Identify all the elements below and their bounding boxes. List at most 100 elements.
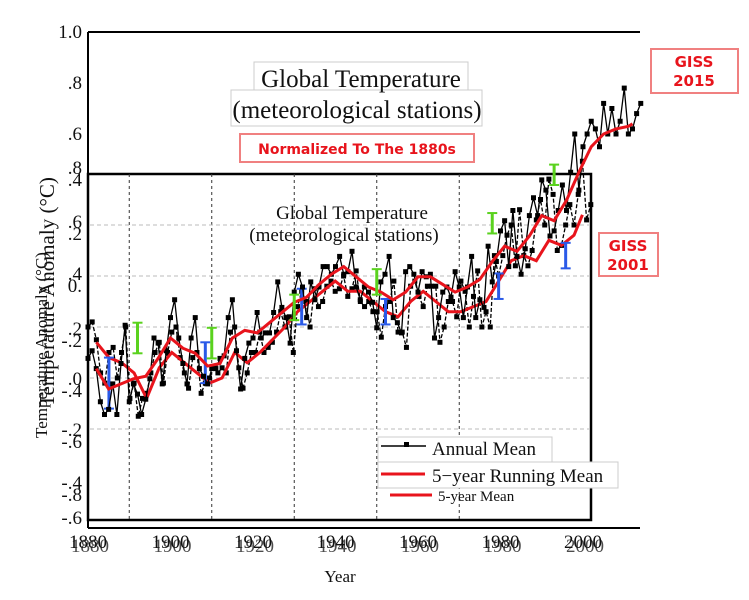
giss2001-annual-point xyxy=(445,299,451,304)
giss2001-annual-point xyxy=(575,191,581,197)
giss2015-annual-point xyxy=(246,340,252,346)
giss2001-annual-point xyxy=(114,375,120,381)
giss2001-annual-point xyxy=(119,350,125,355)
giss2001-annual-point xyxy=(152,350,158,355)
giss2015-annual-point xyxy=(168,315,173,321)
giss2015-annual-point xyxy=(118,361,124,366)
giss2015-annual-point xyxy=(300,284,305,290)
x-tick-label: 1880 xyxy=(69,532,107,553)
giss2001-annual-point xyxy=(458,278,464,284)
legend-label: 5-year Mean xyxy=(438,489,515,505)
giss-2001-badge: GISS 2001 xyxy=(598,232,659,277)
giss2015-annual-point xyxy=(304,315,310,321)
y-tick-label: 1.0 xyxy=(58,22,82,43)
giss2015-annual-point xyxy=(609,106,615,111)
giss2015-annual-point xyxy=(378,279,384,285)
giss2015-annual-point xyxy=(151,335,157,341)
giss2001-annual-point xyxy=(441,324,447,330)
giss2015-annual-point xyxy=(572,131,578,137)
giss2001-annual-point xyxy=(512,263,518,269)
giss2001-annual-point xyxy=(215,370,221,376)
giss2015-annual-point xyxy=(613,131,619,137)
giss2015-annual-point xyxy=(411,271,417,277)
giss2015-annual-point xyxy=(432,335,437,341)
giss2001-annual-point xyxy=(169,329,175,335)
giss2015-annual-point xyxy=(502,218,508,224)
giss2015-annual-point xyxy=(114,412,120,417)
giss2001-annual-point xyxy=(374,309,380,315)
x-tick-label: 1900 xyxy=(154,536,192,557)
inner-subtitle: (meteorological stations) xyxy=(249,225,438,246)
blue-error-bar xyxy=(380,297,391,326)
giss2001-annual-point xyxy=(345,293,351,299)
y-tick-label: .2 xyxy=(68,319,82,340)
y-tick-label: -.6 xyxy=(61,508,82,529)
giss2001-annual-point xyxy=(563,222,569,228)
giss2001-annual-point xyxy=(450,299,456,304)
giss2015-annual-point xyxy=(254,310,260,315)
giss2015-annual-point xyxy=(279,304,285,310)
y-tick-label: -.6 xyxy=(61,432,82,453)
outer-subtitle: (meteorological stations) xyxy=(232,97,481,124)
giss2015-annual-point xyxy=(551,228,557,234)
x-tick-label: 1900 xyxy=(152,532,190,553)
giss2001-annual-point xyxy=(403,344,409,350)
giss2015-annual-point xyxy=(477,297,483,303)
giss2015-annual-point xyxy=(638,100,644,106)
giss2001-annual-point xyxy=(550,191,556,197)
giss2015-annual-point xyxy=(201,373,206,379)
giss2001-annual-point xyxy=(454,314,460,320)
giss2001-annual-point xyxy=(85,324,91,330)
blue-error-bar xyxy=(560,241,571,270)
giss2001-annual-point xyxy=(483,309,489,315)
giss2001-5yr-mean-line xyxy=(95,214,584,403)
giss2001-annual-point xyxy=(533,217,539,223)
giss2015-annual-point xyxy=(510,208,516,213)
giss2015-annual-point xyxy=(229,297,235,303)
giss2001-annual-point xyxy=(470,293,476,299)
giss2015-annual-point xyxy=(588,118,594,124)
x-tick-label: 1940 xyxy=(319,536,357,557)
giss2015-annual-point xyxy=(97,399,103,405)
giss2015-annual-point xyxy=(155,340,161,346)
legend-item-5yr-mean: 5-year Mean xyxy=(390,489,515,505)
svg-text:2001: 2001 xyxy=(607,256,649,274)
giss2001-annual-point xyxy=(286,314,292,320)
giss2001-annual-point xyxy=(328,278,334,284)
inner-y-axis-label: Temperature Anomaly (°C) xyxy=(32,252,51,438)
x-axis-label: Year xyxy=(324,567,356,586)
giss2001-annual-point xyxy=(462,288,468,294)
y-tick-label: -.8 xyxy=(61,485,82,506)
legend-item-annual-mean: Annual Mean xyxy=(381,439,536,460)
y-tick-label: .0 xyxy=(68,369,82,390)
giss2001-annual-point xyxy=(223,370,229,376)
giss2015-annual-point xyxy=(543,187,549,193)
giss2001-annual-point xyxy=(290,350,296,355)
giss2015-annual-point xyxy=(481,304,487,310)
giss2015-annual-point xyxy=(452,269,458,275)
giss2015-annual-point xyxy=(555,208,561,213)
giss2001-annual-point xyxy=(391,278,397,284)
y-tick-label: .6 xyxy=(68,212,82,233)
giss2015-annual-point xyxy=(518,271,524,277)
giss2001-annual-point xyxy=(110,344,116,350)
giss2001-annual-point xyxy=(433,283,439,289)
svg-text:2015: 2015 xyxy=(673,72,715,90)
giss2015-annual-point xyxy=(390,315,396,321)
giss2001-annual-point xyxy=(303,299,309,304)
giss2001-annual-point xyxy=(349,286,355,292)
giss2015-annual-point xyxy=(539,177,545,183)
giss2015-annual-point xyxy=(564,208,569,213)
green-error-bar xyxy=(132,321,143,355)
outer-title: Global Temperature xyxy=(261,66,461,93)
giss2001-annual-point xyxy=(198,390,204,396)
y-tick-label: .6 xyxy=(68,124,82,145)
giss2001-annual-point xyxy=(106,350,112,355)
green-error-bar xyxy=(206,326,217,360)
giss2015-annual-point xyxy=(361,284,367,290)
blue-error-bar xyxy=(493,272,504,300)
giss2015-annual-point xyxy=(192,315,198,321)
giss2015-annual-point xyxy=(102,412,107,417)
giss2015-annual-point xyxy=(205,381,211,387)
giss2015-annual-point xyxy=(506,264,512,270)
